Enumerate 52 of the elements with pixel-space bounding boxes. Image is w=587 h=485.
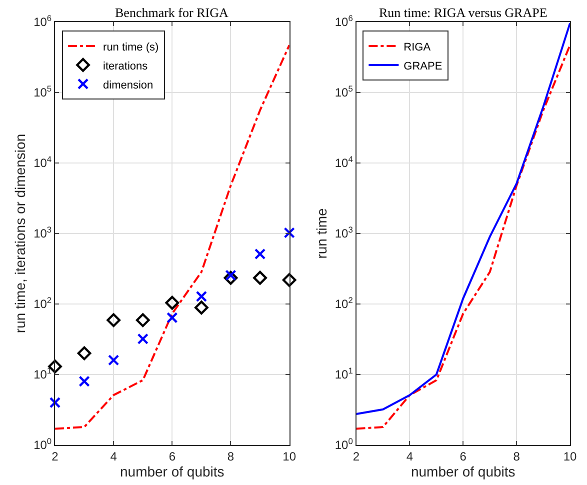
legend-label: RIGA	[404, 41, 432, 54]
x-tick-label: 2	[52, 449, 59, 464]
point	[284, 227, 295, 238]
y-axis-title: run time, iterations or dimension	[12, 134, 28, 334]
point	[77, 346, 92, 360]
legend-label: iterations	[103, 60, 148, 72]
point	[137, 333, 148, 344]
point	[282, 273, 296, 287]
y-tick-label: 10$^{6}$	[334, 13, 354, 30]
point	[49, 396, 61, 408]
point	[196, 290, 208, 302]
y-tick-label: 10$^{0}$	[34, 436, 52, 452]
y-tick-label: 10$^{1}$	[34, 366, 52, 382]
y-tick-label: 10$^{2}$	[334, 295, 354, 312]
point	[166, 312, 178, 324]
chart-title: Benchmark for RIGA	[115, 5, 229, 20]
y-tick-label: 10$^{5}$	[34, 84, 52, 100]
x-axis-title: number of qubits	[120, 463, 224, 480]
x-axis-title: number of qubits	[410, 463, 516, 480]
point	[224, 270, 238, 285]
point	[136, 313, 150, 328]
y-tick-label: 10$^{5}$	[334, 84, 354, 100]
point	[253, 270, 267, 285]
x-tick-label: 2	[352, 449, 360, 464]
legend-label: dimension	[103, 79, 154, 92]
point	[106, 313, 121, 328]
y-tick-label: 10$^{6}$	[34, 13, 52, 30]
legend-label: GRAPE	[404, 60, 442, 72]
y-tick-label: 10$^{4}$	[34, 154, 52, 170]
point	[78, 376, 90, 387]
point	[165, 296, 180, 310]
legend-label: run time (s)	[103, 41, 159, 54]
x-tick-label: 6	[168, 449, 176, 464]
chart-title: Run time: RIGA versus GRAPE	[379, 5, 548, 20]
x-tick-label: 8	[227, 449, 234, 464]
x-tick-label: 4	[110, 449, 118, 464]
x-tick-label: 8	[513, 449, 520, 464]
y-tick-label: 10$^{1}$	[334, 366, 354, 382]
point	[108, 354, 120, 366]
point	[254, 248, 266, 260]
x-tick-label: 4	[406, 449, 414, 464]
x-tick-label: 10	[282, 449, 296, 464]
y-tick-label: 10$^{3}$	[34, 224, 52, 241]
x-tick-label: 10	[563, 449, 577, 464]
y-axis-title: run time	[313, 208, 330, 259]
line-series	[55, 44, 290, 430]
y-tick-label: 10$^{4}$	[334, 154, 354, 170]
point	[194, 300, 208, 315]
x-tick-label: 6	[460, 449, 467, 464]
y-tick-label: 10$^{2}$	[34, 295, 52, 312]
y-tick-label: 10$^{0}$	[334, 436, 354, 452]
y-tick-label: 10$^{3}$	[334, 224, 354, 241]
